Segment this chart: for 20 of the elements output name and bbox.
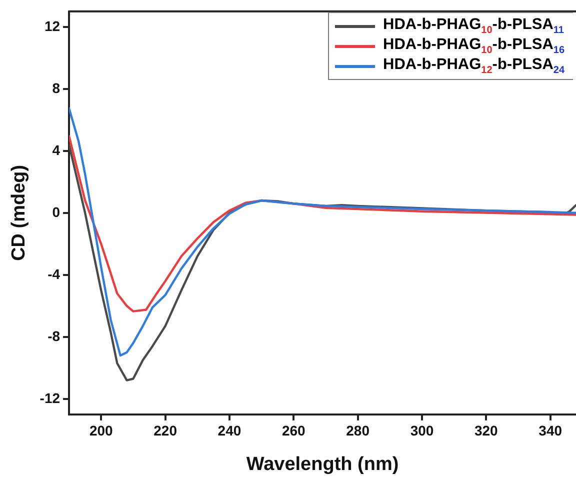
x-tick-label: 280 <box>346 422 370 439</box>
y-tick-label: 4 <box>52 142 60 158</box>
y-tick-label: -4 <box>48 266 60 282</box>
legend-label: HDA-b-PHAG$_{10}$-b-PLSA$_{16}$ <box>383 36 565 56</box>
x-tick-label: 220 <box>154 422 178 439</box>
x-tick-label: 340 <box>538 422 562 439</box>
y-tick-label: -12 <box>40 390 60 406</box>
y-axis-title: CD (mdeg) <box>8 164 30 261</box>
y-tick-label: 12 <box>44 18 60 34</box>
x-axis-title: Wavelength (nm) <box>246 454 399 475</box>
legend-label: HDA-b-PHAG$_{12}$-b-PLSA$_{24}$ <box>383 56 565 76</box>
x-tick-label: 300 <box>410 422 434 439</box>
x-tick-label: 200 <box>89 422 114 439</box>
y-tick-label: -8 <box>48 328 60 344</box>
x-tick-label: 320 <box>474 422 498 439</box>
y-tick-label: 8 <box>52 80 60 96</box>
y-tick-label: 0 <box>52 204 60 220</box>
x-tick-label: 260 <box>282 422 306 439</box>
legend-label: HDA-b-PHAG$_{10}$-b-PLSA$_{11}$ <box>383 16 564 36</box>
x-tick-label: 240 <box>218 422 242 439</box>
